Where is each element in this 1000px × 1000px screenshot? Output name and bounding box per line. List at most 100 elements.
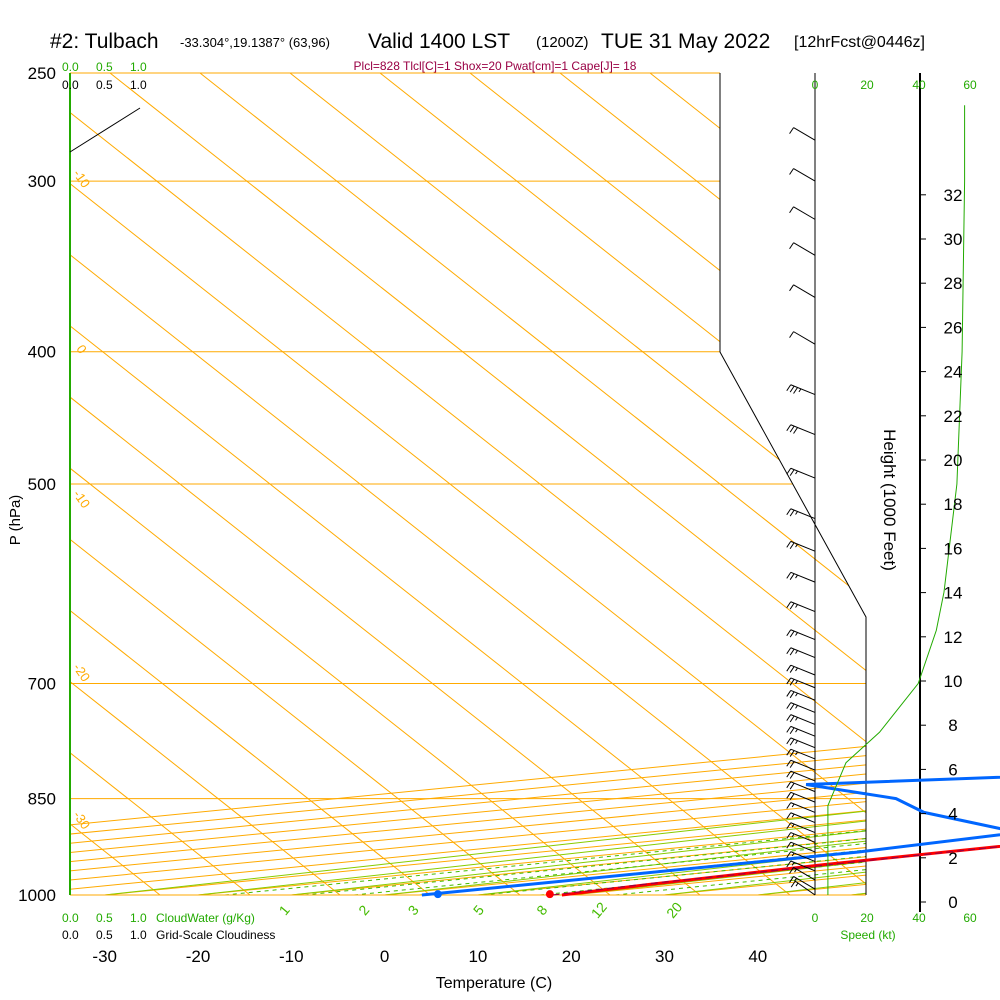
cloudiness-tick-bottom-1: 0.5 — [96, 928, 113, 942]
height-tick-14: 14 — [944, 584, 963, 603]
wind-barb-flag — [786, 737, 792, 745]
adiabat-cross-line — [379, 73, 866, 895]
wind-barb-flag — [789, 793, 795, 800]
wind-barb-staff — [790, 791, 816, 803]
wind-barb-8 — [786, 812, 816, 824]
temperature-axis-label: Temperature (C) — [436, 975, 552, 992]
wind-barb-half-flag — [795, 751, 798, 756]
mixing-ratio-lines — [224, 351, 866, 895]
wind-barb-flag — [786, 424, 792, 432]
height-tick-32: 32 — [944, 186, 963, 205]
cloudiness-tick-top-1: 0.5 — [96, 78, 113, 92]
wind-barb-flag — [789, 425, 795, 433]
wind-barb-2 — [789, 866, 816, 881]
wind-barb-flag — [786, 647, 792, 655]
wind-barb-staff — [790, 467, 816, 479]
wind-barb-7 — [786, 822, 816, 833]
upper-left-line — [69, 107, 141, 153]
adiabat-cross-line — [469, 73, 866, 895]
wind-barb-flag — [789, 727, 795, 735]
wind-barb-17 — [786, 714, 816, 725]
mixing-ratio-label-5: 5 — [470, 902, 487, 918]
adiabat-cross-line — [829, 73, 866, 895]
speed-label: Speed (kt) — [840, 928, 895, 942]
pressure-tick-250: 250 — [28, 64, 56, 83]
wind-barb-flag — [789, 666, 795, 673]
pressure-tick-labels: 250 300 400 500 700 850 1000 — [18, 64, 56, 905]
wind-barb-flag — [789, 168, 794, 175]
wind-barb-staff — [793, 242, 816, 256]
speed-tick-bottom-3: 60 — [963, 911, 977, 925]
pressure-tick-500: 500 — [28, 475, 56, 494]
wind-barb-staff — [793, 876, 816, 890]
speed-scale-bottom: 0 20 40 60 Speed (kt) — [812, 911, 977, 942]
wind-barb-half-flag — [791, 803, 795, 808]
isotherm-label-4: -30 — [70, 808, 93, 832]
wind-barb-staff — [790, 725, 816, 737]
sounding-curves — [421, 105, 1000, 899]
height-tick-24: 24 — [944, 363, 963, 382]
wind-barb-flag — [786, 664, 792, 672]
wind-barb-staff — [793, 866, 816, 881]
wind-barb-half-flag — [795, 574, 798, 579]
wind-barb-flag — [789, 772, 795, 779]
wind-barb-staff — [790, 781, 816, 793]
forecast-tag: [12hrFcst@0446z] — [794, 34, 925, 51]
wind-barb-21 — [786, 664, 816, 676]
wind-barb-flag — [786, 759, 792, 767]
wind-barb-flag — [789, 127, 794, 134]
wind-barb-35 — [789, 168, 816, 182]
dry-adiabat-line — [70, 73, 866, 895]
isotherm-line — [851, 73, 866, 895]
wind-barb-flag — [789, 509, 795, 517]
wind-barb-flag — [789, 206, 794, 214]
wind-barb-flag — [786, 629, 792, 637]
wind-barb-24 — [786, 601, 816, 613]
height-tick-2: 2 — [948, 849, 957, 868]
wind-barb-half-flag — [795, 604, 798, 608]
wind-barb-half-flag — [795, 543, 798, 548]
wind-barb-0 — [790, 880, 816, 896]
cloud-tick-bottom-1: 0.5 — [96, 911, 113, 925]
wind-barb-staff — [794, 880, 816, 896]
wind-barb-half-flag — [795, 717, 798, 721]
wind-barb-staff — [790, 770, 816, 782]
wind-barb-30 — [786, 384, 816, 396]
height-tick-16: 16 — [944, 539, 963, 558]
wind-barb-36 — [789, 127, 816, 141]
wind-barb-1 — [789, 876, 816, 890]
wind-barb-flag — [789, 750, 795, 757]
pressure-tick-400: 400 — [28, 343, 56, 362]
wind-barb-half-flag — [794, 868, 797, 873]
wind-barb-half-flag — [791, 833, 795, 838]
mixing-ratio-line — [224, 351, 866, 895]
wind-barb-19 — [786, 689, 816, 701]
wind-barb-18 — [786, 702, 816, 713]
mixing-ratio-label-20: 20 — [663, 899, 685, 921]
speed-tick-bottom-0: 0 — [812, 911, 819, 925]
wind-barb-flag — [786, 690, 792, 697]
mixing-ratio-label-1: 1 — [276, 902, 293, 918]
wind-barb-flag — [786, 508, 792, 516]
wind-barb-flag — [789, 242, 794, 250]
wind-barb-staff — [790, 629, 816, 641]
wind-barb-22 — [786, 647, 816, 659]
cloudiness-tick-top-2: 1.0 — [130, 78, 147, 92]
pressure-lines — [70, 72, 866, 896]
temperature-tick-0: 0 — [380, 947, 389, 966]
wind-barb-half-flag — [795, 632, 798, 636]
adiabat-cross-line — [70, 73, 521, 895]
wind-barb-half-flag — [794, 877, 797, 882]
speed-tick-top-1: 20 — [860, 78, 874, 92]
temperature-tick--30: -30 — [92, 947, 117, 966]
speed-tick-top-0: 0 — [812, 78, 819, 92]
height-tick-30: 30 — [944, 230, 963, 249]
isotherm-label-2: -10 — [70, 487, 93, 511]
station-title: #2: Tulbach — [50, 30, 159, 53]
dry-adiabat-line — [410, 73, 866, 895]
mixing-ratio-line — [353, 351, 866, 895]
temperature-tick-labels: -30 -20 -10 0 10 20 30 40 — [92, 947, 767, 966]
height-tick-10: 10 — [944, 672, 963, 691]
wind-barb-23 — [786, 629, 816, 641]
